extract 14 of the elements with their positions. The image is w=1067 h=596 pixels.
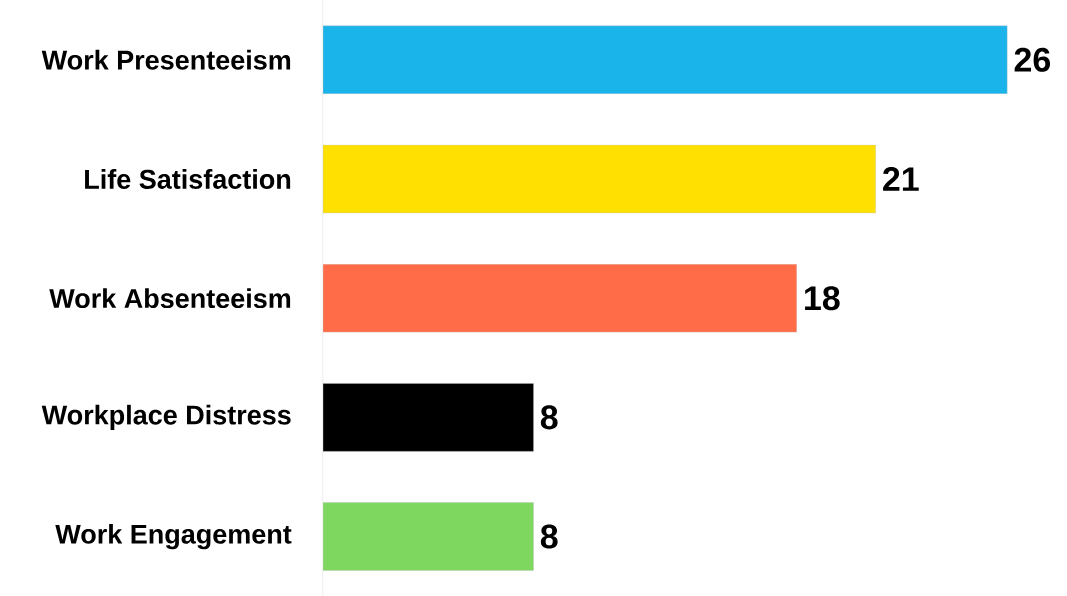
- bar: [323, 502, 534, 571]
- y-tick-label: Work Presenteeism: [41, 49, 291, 70]
- bar: [323, 25, 1008, 94]
- bar: [323, 144, 876, 213]
- data-label: 21: [883, 166, 919, 191]
- y-tick-label: Work Absenteeism: [49, 288, 291, 308]
- data-label: 26: [1014, 47, 1051, 72]
- data-label: 8: [540, 524, 558, 549]
- data-label: 18: [805, 285, 840, 311]
- bar: [323, 383, 534, 452]
- y-tick-label: Work Engagement: [55, 523, 292, 550]
- y-tick-label: Life Satisfaction: [85, 168, 291, 189]
- data-label: 8: [540, 405, 558, 430]
- y-tick-label: Workplace Distress: [41, 404, 291, 430]
